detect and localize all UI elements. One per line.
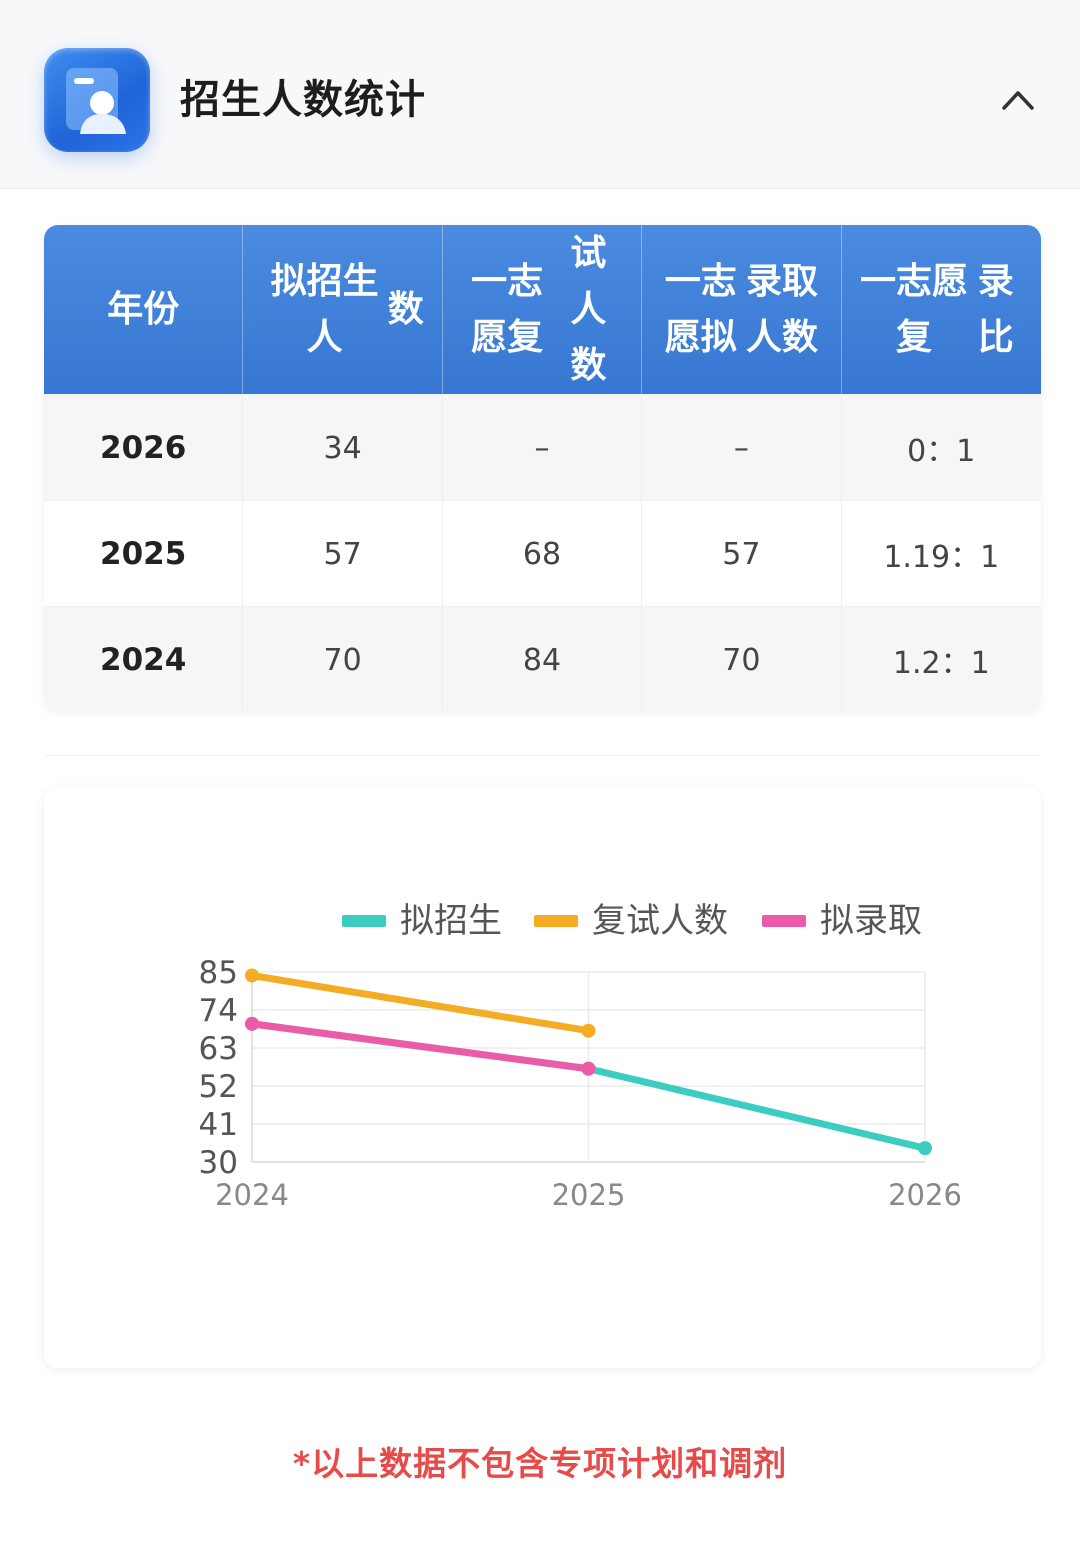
series-line [248, 1020, 592, 1073]
table-cell: 57 [243, 501, 443, 607]
row-year: 2024 [44, 607, 244, 711]
y-tick-label: 74 [199, 993, 238, 1029]
y-tick-label: 85 [199, 955, 238, 991]
table-cell: 1.19：1 [883, 540, 1000, 575]
x-tick-label: 2025 [552, 1178, 626, 1212]
table-cell: 70 [642, 607, 842, 711]
footnote: *以上数据不包含专项计划和调剂 [292, 1444, 788, 1483]
section-header[interactable]: 招生人数统计 [0, 0, 1080, 189]
legend-swatch [762, 915, 806, 927]
data-point [581, 1023, 596, 1038]
column-header-text: 数 [387, 288, 424, 330]
column-header: 年份 [44, 225, 244, 394]
student-profile-icon [44, 48, 150, 152]
data-point [245, 968, 259, 983]
x-tick-label: 2026 [888, 1178, 962, 1212]
column-header: 一志愿拟 录取人数 [642, 225, 842, 394]
table-row: 2025 57 68 57 1.19：1 [44, 500, 1041, 607]
y-tick-label: 30 [199, 1145, 238, 1181]
page-title: 招生人数统计 [180, 77, 426, 123]
data-point [918, 1141, 932, 1156]
column-header-text: 拟招生人 [270, 260, 379, 358]
table-cell: – [642, 395, 842, 501]
section-content: 年份 拟招生人数一志愿复 试人数 一志愿拟 录取人数 一志愿复 录比 2026 34– –0：1… [0, 189, 1080, 1549]
chevron-up-icon [1002, 91, 1034, 110]
column-header-text: 年份 [107, 288, 180, 330]
column-header-text: 一志愿复 [860, 260, 969, 358]
y-tick-label: 41 [199, 1107, 238, 1143]
column-header-text: 试人数 [570, 232, 607, 386]
column-header: 一志愿复 试人数 [443, 225, 643, 394]
column-header: 一志愿复 录比 [842, 225, 1041, 394]
table-cell: 0：1 [907, 434, 976, 469]
y-tick-label: 52 [199, 1069, 238, 1105]
series-line [248, 971, 592, 1035]
table-cell: 34 [243, 395, 443, 501]
table-cell: 84 [443, 607, 643, 711]
legend-label: 拟招生 [400, 901, 502, 941]
legend-label: 拟录取 [820, 901, 922, 941]
table-cell: 68 [443, 501, 643, 607]
table-header: 年份 拟招生人数一志愿复 试人数 一志愿拟 录取人数 一志愿复 录比 [44, 225, 1041, 394]
column-header: 拟招生人数 [243, 225, 443, 394]
legend-swatch [342, 915, 386, 927]
x-tick-label: 2024 [215, 1178, 289, 1212]
data-point [245, 1016, 259, 1031]
table-cell: 70 [243, 607, 443, 711]
table-row: 2024 70 84 70 1.2：1 [44, 606, 1041, 711]
table-cell: – [443, 395, 643, 501]
table-cell: 57 [642, 501, 842, 607]
divider [44, 755, 1041, 756]
enrollment-table: 年份 拟招生人数一志愿复 试人数 一志愿拟 录取人数 一志愿复 录比 2026 34– –0：1… [44, 225, 1041, 711]
collapse-button[interactable] [996, 80, 1040, 120]
table-cell: 1.2：1 [892, 646, 990, 681]
row-year: 2026 [44, 395, 244, 501]
legend-swatch [534, 915, 578, 927]
enrollment-chart: 85 74 63 52 41 30 2024 2025 2026 拟招生 复试人数 拟录取 [44, 787, 1041, 1368]
column-header-text: 一志愿拟 [664, 260, 737, 358]
column-header-text: 录取人数 [745, 260, 818, 358]
legend-label: 复试人数 [592, 901, 728, 941]
y-tick-label: 63 [199, 1031, 238, 1067]
data-point [581, 1061, 596, 1076]
column-header-text: 录比 [977, 260, 1014, 358]
row-year: 2025 [44, 501, 244, 607]
table-row: 2026 34– –0：1 [44, 394, 1041, 501]
column-header-text: 一志愿复 [471, 260, 544, 358]
